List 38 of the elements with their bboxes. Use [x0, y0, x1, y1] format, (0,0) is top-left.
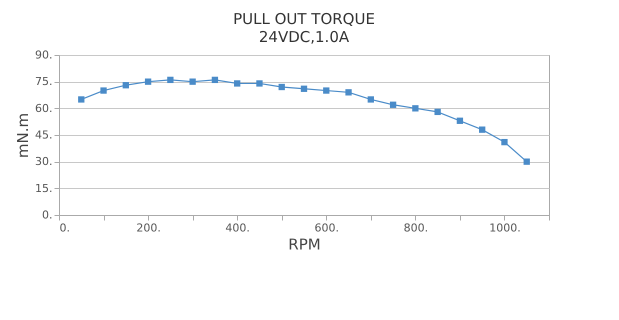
x-tick-label: 600. [314, 222, 340, 234]
point [167, 76, 174, 84]
y-tick-label: 75. [35, 75, 52, 88]
point [479, 126, 486, 133]
point [256, 80, 263, 87]
point [300, 86, 308, 92]
point [278, 84, 285, 90]
point [434, 108, 441, 116]
y-tick-label: 15. [35, 182, 52, 195]
y-axis-title: mN.m [14, 112, 32, 158]
y-tick-label: 45. [35, 128, 52, 142]
y-tick-label: 60. [35, 102, 52, 115]
y-tick-label: 0. [42, 208, 52, 222]
point [100, 87, 107, 94]
chart-subtitle: 24VDC,1.0A [258, 28, 350, 46]
point [122, 82, 129, 88]
x-tick-label: 800. [404, 222, 428, 234]
point [144, 78, 152, 85]
y-tick-label: 90. [35, 48, 52, 62]
point [189, 78, 196, 85]
x-tick-label: 0. [60, 222, 70, 234]
point [234, 80, 240, 87]
point [345, 89, 352, 96]
point [524, 158, 530, 165]
point [390, 102, 396, 108]
point [212, 76, 218, 84]
point [412, 105, 419, 112]
chart-title: PULL OUT TORQUE [233, 10, 375, 28]
x-tick-label: 1000. [489, 222, 521, 234]
x-tick-label: 400. [225, 222, 250, 234]
x-axis-title: RPM [288, 236, 321, 254]
y-tick-label: 30. [35, 155, 52, 168]
point [78, 96, 84, 103]
point [456, 118, 464, 124]
point [501, 138, 508, 146]
point [323, 87, 330, 94]
x-tick-label: 200. [136, 222, 161, 234]
point [368, 96, 374, 103]
